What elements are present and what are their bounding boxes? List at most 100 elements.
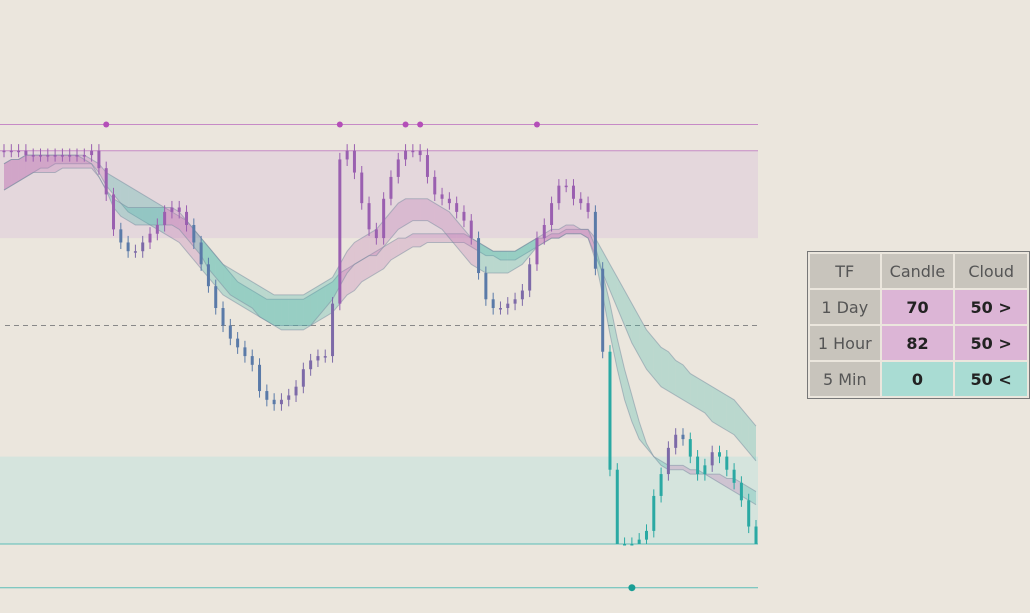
- fast-cloud-segment: [427, 198, 435, 225]
- row-cloud-value: 50 <: [953, 360, 1029, 398]
- slow-cloud-segment: [726, 395, 735, 435]
- fast-cloud-bottom-edge: [3, 167, 757, 506]
- slow-cloud-segment: [18, 155, 26, 182]
- candle-body: [17, 150, 21, 153]
- fast-cloud-segment: [25, 155, 34, 177]
- fast-cloud-segment: [252, 281, 260, 317]
- candle-body: [579, 198, 583, 204]
- fast-cloud-segment: [682, 465, 691, 475]
- table-header-row: TF Candle Cloud: [808, 252, 1029, 290]
- candle-body: [126, 242, 130, 252]
- fast-cloud-segment: [588, 229, 596, 260]
- slow-cloud-segment: [69, 155, 78, 164]
- candle-body: [608, 351, 612, 470]
- slow-cloud-segment: [566, 229, 574, 234]
- slow-cloud-segment: [98, 163, 107, 186]
- fast-cloud-segment: [84, 159, 92, 169]
- candle-body: [9, 150, 13, 153]
- fast-cloud-segment: [150, 207, 158, 225]
- candle-body: [389, 176, 393, 199]
- slow-cloud-segment: [77, 155, 85, 164]
- slow-cloud-segment: [347, 264, 355, 295]
- fast-cloud-segment: [551, 229, 559, 239]
- fast-cloud-segment: [281, 294, 289, 330]
- slow-cloud-segment: [434, 233, 443, 243]
- slow-cloud-segment: [697, 377, 705, 413]
- candle-body: [374, 229, 378, 239]
- candle-body: [39, 155, 43, 157]
- slow-cloud-segment: [617, 277, 625, 326]
- fast-cloud-segment: [734, 478, 742, 496]
- upper-signal-dot: [417, 121, 424, 128]
- fast-cloud-segment: [675, 465, 683, 470]
- candle-body: [265, 391, 269, 400]
- fast-cloud-segment: [244, 277, 253, 309]
- fast-cloud-segment: [332, 264, 340, 300]
- candle-body: [732, 469, 736, 483]
- fast-cloud-segment: [215, 255, 224, 287]
- lower-zone: [0, 456, 758, 544]
- slow-cloud-segment: [135, 190, 143, 221]
- candle-body: [440, 194, 444, 199]
- candle-body: [382, 198, 386, 239]
- slow-cloud-segment: [690, 373, 698, 409]
- slow-cloud-segment: [390, 238, 399, 260]
- fast-cloud-segment: [128, 207, 136, 225]
- fast-cloud-top-edge: [3, 154, 757, 492]
- slow-cloud-segment: [485, 246, 494, 256]
- fast-cloud-segment: [573, 224, 581, 234]
- candle-body: [455, 203, 459, 212]
- slow-cloud-segment: [354, 259, 362, 291]
- candle-body: [462, 211, 466, 221]
- candle-body: [469, 220, 473, 239]
- fast-cloud-segment: [317, 281, 326, 317]
- candle-body: [674, 434, 678, 448]
- header-candle: Candle: [879, 252, 956, 290]
- candle-body: [637, 539, 641, 544]
- candle-body: [331, 303, 335, 357]
- candle-body: [404, 150, 408, 160]
- candle-body: [542, 224, 546, 239]
- slow-cloud-segment: [361, 255, 370, 282]
- candle-body: [301, 369, 305, 387]
- row-tf-label: 1 Day: [808, 288, 882, 326]
- fast-cloud-segment: [33, 155, 41, 173]
- slow-cloud-segment: [544, 233, 552, 243]
- fast-cloud-segment: [602, 273, 610, 335]
- fast-cloud-segment: [522, 242, 530, 265]
- slow-cloud-segment: [25, 155, 34, 177]
- candle-body: [666, 447, 670, 475]
- upper-signal-dot: [402, 121, 409, 128]
- fast-cloud-segment: [566, 224, 574, 234]
- candle-body: [316, 356, 320, 361]
- candle-body: [185, 211, 189, 225]
- slow-cloud-segment: [40, 155, 48, 169]
- candle-body: [2, 150, 6, 153]
- fast-cloud-segment: [624, 369, 632, 422]
- candle-body: [601, 268, 605, 352]
- fast-cloud-segment: [456, 220, 464, 256]
- fast-cloud-segment: [449, 211, 457, 247]
- candle-body: [163, 211, 167, 225]
- fast-cloud-segment: [310, 286, 318, 326]
- slow-cloud-segment: [536, 238, 545, 247]
- candle-body: [623, 544, 627, 546]
- fast-cloud-segment: [4, 159, 12, 191]
- fast-cloud-segment: [179, 211, 187, 239]
- candle-body: [513, 299, 517, 304]
- fast-cloud-segment: [390, 203, 399, 239]
- candle-body: [754, 526, 758, 544]
- fast-cloud-segment: [485, 246, 494, 274]
- slow-cloud-segment: [580, 229, 589, 239]
- fast-cloud-segment: [712, 474, 720, 483]
- candle-body: [688, 439, 692, 457]
- candle-body: [659, 474, 663, 496]
- fast-cloud-segment: [113, 198, 121, 217]
- slow-cloud-segment: [303, 294, 311, 326]
- fast-cloud-segment: [142, 207, 151, 225]
- slow-cloud-segment: [237, 281, 245, 309]
- fast-cloud-segment: [420, 198, 428, 221]
- fast-cloud-segment: [500, 251, 508, 274]
- candle-body: [214, 286, 218, 309]
